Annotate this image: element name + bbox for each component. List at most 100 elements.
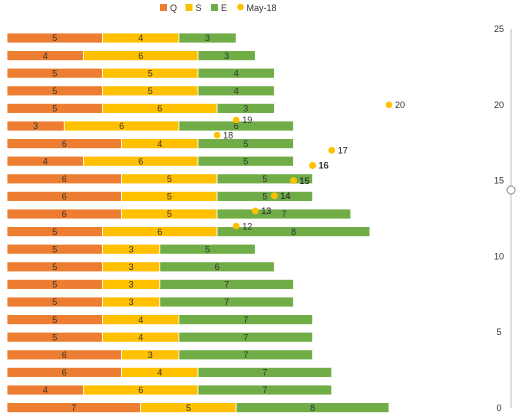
scatter-points: 2019181717161616161615151515141414141313… [213, 100, 405, 231]
bar-value-label: 3 [148, 350, 153, 360]
bar-value-label: 6 [234, 121, 239, 131]
scatter-marker [232, 116, 240, 124]
legend-item: S [185, 3, 202, 13]
bar-row: 6 3 7 [6, 349, 313, 361]
scatter-point-label: 12 [242, 221, 252, 231]
legend-item: Q [160, 3, 177, 13]
bar-value-label: 7 [243, 350, 248, 360]
scatter-point: 20 [385, 100, 405, 110]
bar-segment-e [235, 402, 390, 414]
bar-row: 4 6 3 [6, 50, 256, 61]
scatter-point: 17 [328, 145, 348, 155]
legend-item: E [211, 3, 227, 13]
secondary-y-axis: 0 5 10 15 20 25 [494, 24, 516, 413]
bar-value-label: 5 [262, 192, 267, 202]
bar-value-label: 5 [52, 332, 57, 342]
legend-label: May-18 [247, 3, 277, 13]
legend-swatch [185, 4, 193, 11]
bar-segment-e [159, 261, 275, 273]
bar-row: 6 5 5 [6, 173, 314, 185]
bar-row: 5 6 8 [6, 226, 371, 238]
bar-segment-e [197, 366, 333, 378]
bar-value-label: 5 [262, 174, 267, 184]
bar-segment-e [197, 85, 275, 97]
bar-segment-e [159, 296, 294, 308]
scatter-point-label: 13 [261, 206, 271, 216]
scatter-marker [385, 101, 393, 109]
bar-segment-e [197, 155, 294, 167]
bar-value-label: 4 [234, 68, 239, 78]
bar-row: 5 3 5 [6, 243, 256, 255]
scatter-point-label: 14 [280, 191, 290, 201]
bar-value-label: 6 [62, 139, 67, 149]
bar-segment-e [216, 208, 352, 220]
bar-row: 5 3 7 [6, 278, 294, 290]
bar-value-label: 7 [243, 332, 248, 342]
scatter-point-label: 15 [300, 176, 310, 186]
bar-value-label: 6 [157, 104, 162, 114]
bar-row: 4 6 7 [6, 384, 333, 396]
scatter-point-label: 20 [395, 100, 405, 110]
bar-row: 5 4 7 [6, 331, 313, 343]
bar-segment-e [178, 349, 313, 361]
bar-segment-e [159, 243, 256, 255]
scatter-point-label: 13 [261, 206, 271, 216]
bar-row: 6 5 7 [6, 208, 352, 220]
axis-resize-handle[interactable] [506, 185, 516, 195]
bar-segment-e [197, 384, 333, 396]
bar-value-label: 7 [224, 280, 229, 290]
scatter-point-label: 17 [338, 145, 348, 155]
bar-segment-e [216, 173, 314, 185]
bar-value-label: 4 [43, 156, 48, 166]
scatter-point: 19 [232, 115, 252, 125]
bar-segment-e [159, 278, 294, 290]
scatter-marker [328, 146, 336, 154]
scatter-point-label: 17 [338, 145, 348, 155]
bar-value-label: 8 [291, 227, 296, 237]
bar-segment-e [216, 103, 275, 114]
bar-value-label: 6 [62, 350, 67, 360]
bar-value-label: 4 [157, 368, 162, 378]
bar-row: 6 4 5 [6, 138, 294, 150]
bar-row: 6 5 5 [6, 190, 314, 202]
bar-value-label: 8 [310, 403, 315, 413]
scatter-marker [271, 192, 278, 200]
bar-value-label: 3 [129, 262, 134, 272]
bar-value-label: 3 [129, 244, 134, 254]
scatter-point-label: 16 [319, 161, 329, 171]
bar-value-label: 5 [52, 86, 57, 96]
bar-segment-e [178, 32, 237, 44]
scatter-point-label: 14 [280, 191, 290, 201]
bar-row: 5 5 4 [6, 85, 275, 97]
bar-value-label: 6 [157, 227, 162, 237]
scatter-point-label: 16 [319, 161, 329, 171]
scatter-marker [252, 207, 259, 215]
bar-value-label: 5 [52, 244, 57, 254]
bar-segment-e [197, 138, 294, 150]
bar-value-label: 5 [167, 192, 172, 202]
bar-row: 5 4 7 [6, 314, 313, 326]
bar-row: 5 6 3 [6, 103, 275, 114]
bar-value-label: 4 [43, 385, 48, 395]
legend-label: S [196, 3, 202, 13]
scatter-point-label: 16 [319, 161, 329, 171]
y-tick-label: 5 [496, 327, 501, 337]
bar-value-label: 6 [62, 368, 67, 378]
bar-segment-e [197, 67, 275, 79]
bar-value-label: 4 [138, 33, 143, 43]
bar-value-label: 3 [129, 280, 134, 290]
bar-value-label: 6 [119, 121, 124, 131]
bar-segment-e [178, 331, 313, 343]
bar-value-label: 5 [148, 86, 153, 96]
bar-value-label: 5 [167, 174, 172, 184]
bar-segment-e [197, 50, 256, 61]
bar-value-label: 6 [138, 51, 143, 61]
bar-row: 5 3 6 [6, 261, 275, 273]
scatter-marker [290, 177, 297, 184]
bar-value-label: 4 [157, 139, 162, 149]
bar-value-label: 5 [52, 104, 57, 114]
scatter-point-label: 19 [242, 115, 252, 125]
bar-value-label: 6 [138, 385, 143, 395]
bar-value-label: 5 [243, 139, 248, 149]
